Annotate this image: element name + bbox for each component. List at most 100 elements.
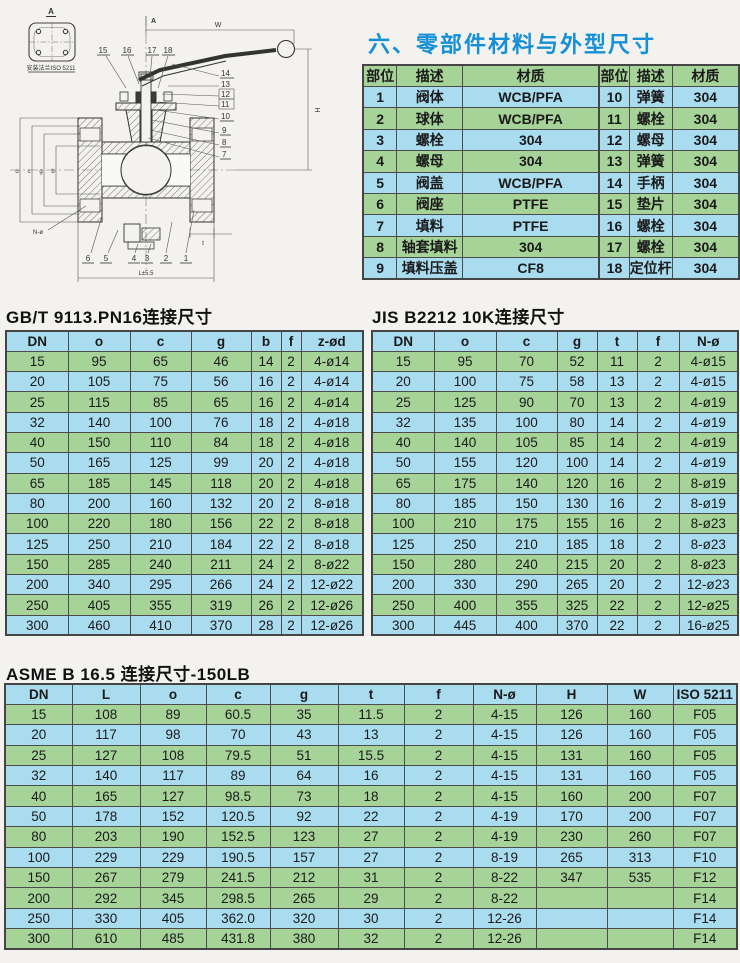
table-cell: 155 [433,452,497,474]
column-header: o [67,330,131,352]
callout-5: 5 [104,254,109,263]
callout-2: 2 [164,254,169,263]
section-title-gbt: GB/T 9113.PN16连接尺寸 [6,308,213,327]
table-cell: 2 [280,452,302,474]
table-cell: 120 [556,472,598,494]
table-cell: 13 [598,150,630,173]
table-row: 40 165 127 98.5 73 18 2 4-15 160 200 F07 [4,785,738,807]
table-cell: 8-22 [472,867,537,889]
table-cell: 螺栓 [396,128,464,152]
table-cell: 2 [280,472,302,494]
column-header: o [139,683,207,705]
table-cell: 2 [280,371,302,393]
table-cell: 89 [139,703,207,726]
table-cell: 125 [129,452,192,474]
table-cell: 165 [67,452,131,474]
table-cell: 184 [190,533,252,555]
table-row: 150 285 240 211 24 2 8-ø22 [5,553,364,576]
table-cell: 175 [495,513,558,535]
table-cell: 340 [67,574,131,596]
dim-l-label: L±5.5 [139,271,155,277]
table-cell: 16 [337,765,405,787]
table-cell: 99 [190,452,252,474]
table-row: 25 115 85 65 16 2 4-ø14 [5,391,364,413]
table-cell: 16 [598,214,630,237]
table-header-row: DN o c g t f N-ø [371,330,739,352]
table-row: 65 185 145 118 20 2 4-ø18 [5,472,364,494]
table-row: 50 165 125 99 20 2 4-ø18 [5,452,364,474]
table-cell: 250 [433,533,497,555]
table-cell: 2 [362,107,398,130]
table-cell: 126 [535,703,608,726]
table-cell: 285 [67,553,131,576]
table-cell: 304 [462,235,600,259]
table-cell: 27 [337,826,405,848]
table-cell: 9 [362,257,398,280]
table-cell: 4-ø14 [300,371,364,393]
dim-w-label: W [215,22,222,29]
table-cell: 20 [596,553,638,576]
table-cell: 279 [139,867,207,889]
table-cell: 20 [250,452,282,474]
table-cell: 156 [190,513,252,535]
column-header: DN [371,330,435,352]
table-cell: 12-ø23 [678,574,739,596]
column-header: t [337,683,405,705]
table-row: 1 阀体 WCB/PFA 10 弹簧 304 [362,85,740,109]
table-cell: 垫片 [628,192,673,216]
table-cell: F14 [672,907,738,930]
table-cell: 12-ø26 [300,594,364,616]
table-cell [606,928,674,950]
table-cell: 螺母 [396,150,464,173]
table-cell: 6 [362,192,398,216]
column-header: c [129,330,192,352]
table-cell: 304 [671,214,740,237]
table-cell: 70 [556,391,598,413]
table-cell: 20 [596,574,638,596]
table-cell: F07 [672,826,738,848]
table-cell: 405 [139,907,207,930]
table-cell: 球体 [396,107,464,130]
table-row: 15 108 89 60.5 35 11.5 2 4-15 126 160 F05 [4,703,738,726]
table-cell: 108 [139,744,207,767]
table-cell: 28 [250,614,282,636]
table-cell: 4-ø18 [300,472,364,494]
table-cell: 265 [556,574,598,596]
table-cell: 250 [371,594,435,616]
page-title: 六、零部件材料与外型尺寸 [368,32,657,57]
table-cell: 125 [371,533,435,555]
table-cell: 2 [403,703,474,726]
table-cell: 355 [129,594,192,616]
table-cell: 螺栓 [628,214,673,237]
table-cell: 75 [495,371,558,393]
callout-7: 7 [222,150,227,159]
table-cell: 125 [5,533,69,555]
table-cell: 4-ø15 [678,350,739,373]
table-cell: 4-ø18 [300,411,364,433]
table-cell: 160 [606,744,674,767]
table-cell: 100 [5,513,69,535]
table-cell: 190 [139,826,207,848]
table-cell: 2 [636,350,680,373]
table-cell: 79.5 [205,744,271,767]
table-cell: 160 [606,724,674,746]
table-cell: 355 [495,594,558,616]
table-header-row: 部位 描述 材质 部位 描述 材质 [362,64,740,87]
table-cell: 298.5 [205,887,271,909]
table-cell: 250 [5,594,69,616]
table-row: 150 267 279 241.5 212 31 2 8-22 347 535 F12 [4,867,738,889]
table-cell: 15 [371,350,435,373]
table-cell: 95 [433,350,497,373]
section-axis-label: A [151,18,156,25]
table-cell [606,907,674,930]
table-cell: 阀盖 [396,171,464,194]
table-cell: 313 [606,846,674,869]
callout-14: 14 [221,69,230,78]
table-cell: 12-26 [472,928,537,950]
table-cell: 8-22 [472,887,537,909]
table-cell: 135 [433,411,497,433]
table-cell: 320 [269,907,339,930]
table-cell: 319 [190,594,252,616]
table-cell: 2 [636,472,680,494]
table-row: 50 155 120 100 14 2 4-ø19 [371,452,739,474]
